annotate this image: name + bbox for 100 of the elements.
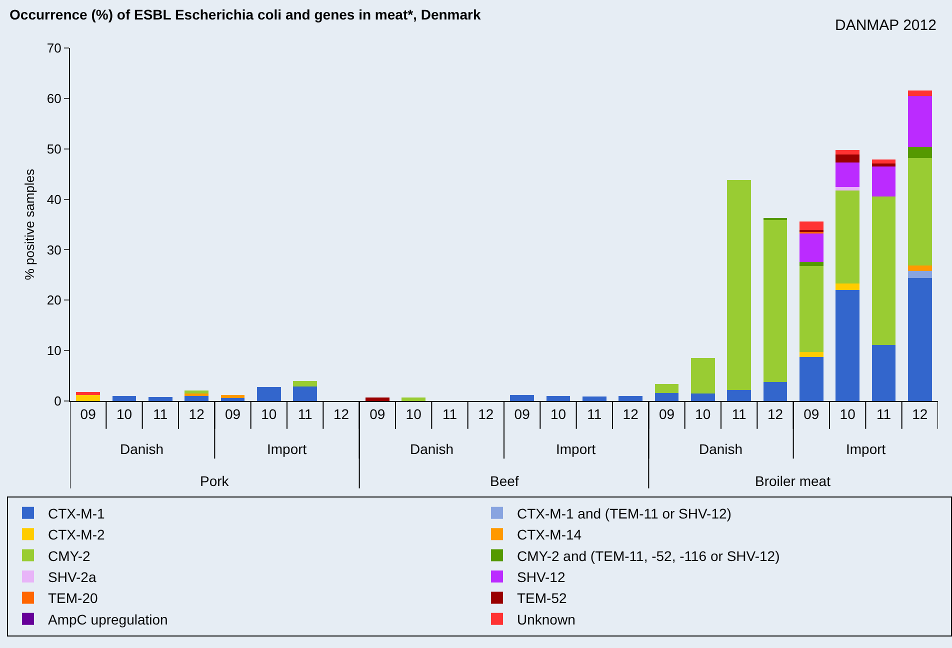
x-tick-label: 10 [695,406,711,422]
bar [872,345,896,401]
legend-label: CTX-M-2 [48,526,105,543]
x-tick-label: 09 [658,406,675,422]
bar [220,394,245,398]
bar [184,396,209,401]
x-tick-label: 10 [116,406,132,422]
bar [402,397,426,401]
bar [872,159,896,164]
x-tick-label: 11 [732,406,747,422]
bar [618,396,643,401]
bar [836,190,860,284]
x-tick-label: 09 [224,406,241,422]
text: DANMAP 2012 [835,17,936,34]
x-tick-label: 11 [298,406,313,422]
bar [546,396,570,401]
text: Danish [699,441,743,457]
text: Import [267,441,307,457]
y-tick-label: 30 [46,242,62,258]
x-tick-label: 12 [333,406,350,422]
bar [836,284,860,290]
legend-label: CTX-M-1 [48,505,105,522]
text: Import [556,441,596,457]
bar [220,398,245,401]
bar [763,382,788,401]
bar [836,154,860,162]
bar [690,358,715,394]
text: Pork [200,473,230,489]
bar [908,146,932,158]
bar [799,266,824,352]
bar [690,393,715,401]
x-tick-label: 12 [912,406,928,422]
x-tick-label: 09 [804,406,820,422]
y-tick-label: 60 [46,90,62,106]
legend-label: CMY-2 and (TEM-11, -52, -116 or SHV-12) [517,548,780,564]
x-tick-label: 10 [406,406,422,422]
bar [184,390,209,394]
bar [836,290,860,401]
bar [908,278,932,401]
x-tick-label: 11 [587,406,602,422]
legend-label: SHV-12 [517,568,566,585]
x-tick-label: 12 [767,406,784,422]
y-axis-title: % positive samples [22,168,37,280]
bar [184,393,209,396]
legend-label: CTX-M-14 [517,526,582,543]
y-tick-label: 50 [46,141,62,156]
bar [836,150,860,154]
x-tick-label: 10 [261,406,277,422]
bar [256,386,281,401]
bar [727,180,752,390]
bar [799,262,824,266]
bar [908,265,932,271]
legend-label: SHV-2a [48,568,96,585]
bar [799,357,824,401]
bar [836,162,860,188]
y-tick-label: 10 [46,343,62,358]
bar [727,390,752,401]
legend-label: CTX-M-1 and (TEM-11 or SHV-12) [517,505,732,522]
bar [293,386,318,401]
bar [908,158,932,266]
bar [908,96,932,147]
x-tick-label: 09 [80,406,96,422]
bar [654,384,679,393]
bar [112,396,136,401]
bar [872,196,896,346]
text: Import [846,441,886,457]
bar [763,220,788,382]
y-tick-label: 70 [46,40,62,56]
x-tick-label: 12 [622,406,639,422]
bar [293,380,318,386]
bar [654,392,679,401]
text: Beef [490,473,519,489]
x-tick-label: 10 [550,406,566,422]
bar [908,270,932,278]
bar [76,392,100,395]
text: Broiler meat [755,473,831,489]
bar [836,187,860,191]
bar [872,166,896,196]
legend-label: CMY-2 [48,548,90,564]
chart-title: Occurrence (%) of ESBL Escherichia coli and genes in meat*, Denmark [10,6,481,23]
bar [799,234,824,262]
bar [799,221,824,230]
legend-label: TEM-52 [517,590,567,606]
y-tick-label: 20 [46,292,62,308]
bar [872,163,896,167]
x-tick-label: 11 [442,406,458,422]
bar [365,397,390,401]
x-tick-label: 10 [840,406,856,422]
bar [799,352,824,358]
text: Danish [120,441,164,457]
y-tick-label: 0 [54,394,62,409]
bar [582,396,606,401]
x-tick-label: 12 [188,406,205,422]
x-tick-label: 09 [514,406,530,422]
bar [76,394,100,401]
text: Danish [410,441,454,457]
bar [148,396,172,401]
legend-label: Unknown [517,611,576,628]
legend-label: AmpC upregulation [48,611,168,628]
bar [510,394,534,401]
